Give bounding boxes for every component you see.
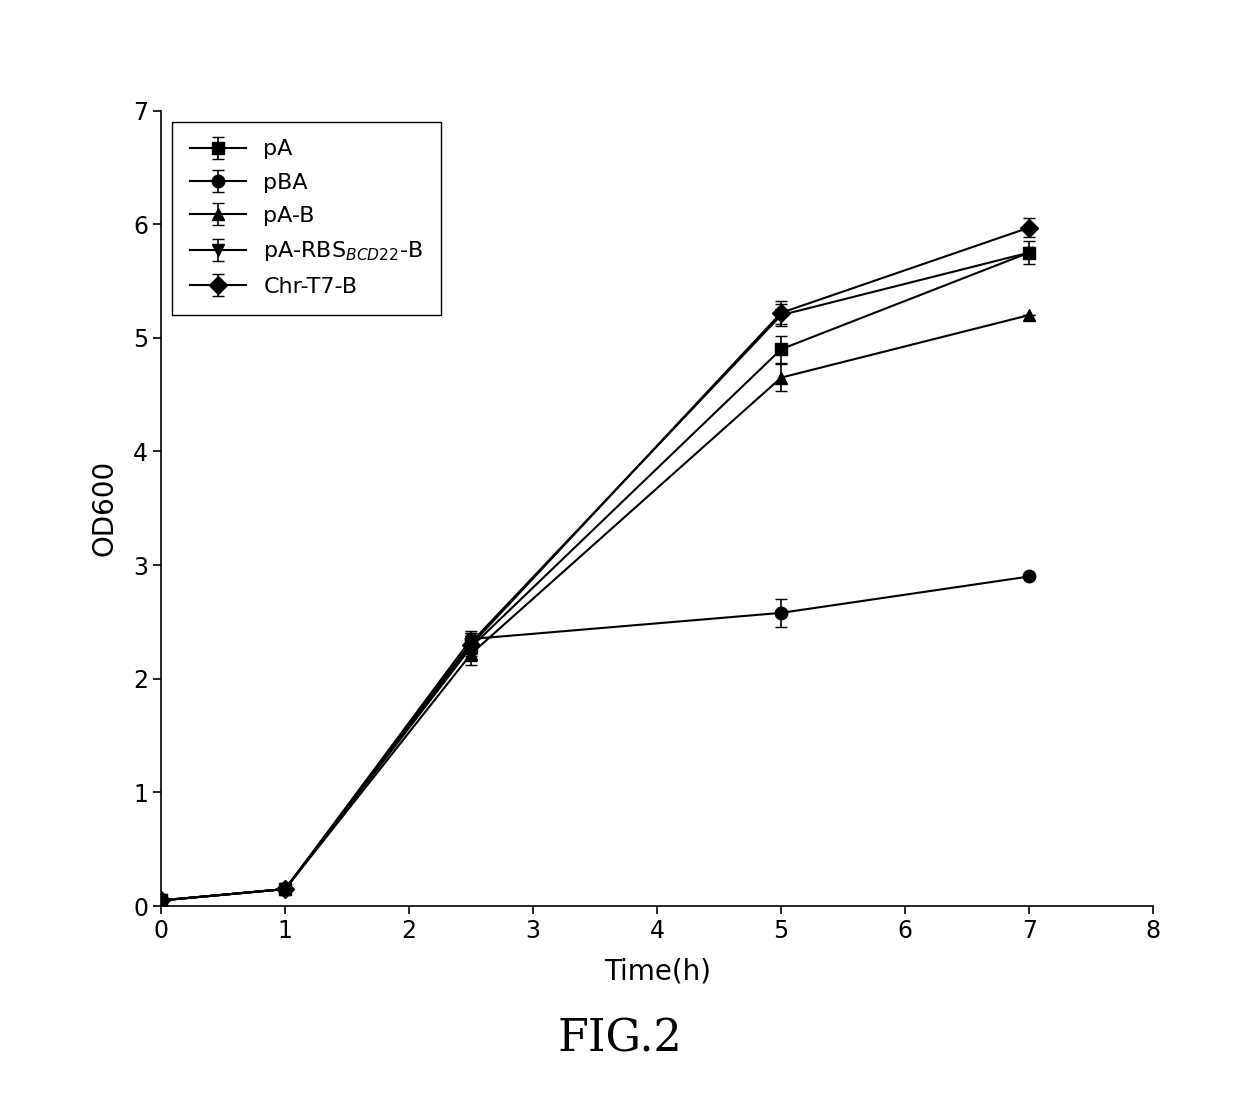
Y-axis label: OD600: OD600 [91, 460, 119, 557]
X-axis label: Time(h): Time(h) [604, 957, 711, 986]
Text: FIG.2: FIG.2 [558, 1017, 682, 1061]
Legend: pA, pBA, pA-B, pA-RBS$_{BCD22}$-B, Chr-T7-B: pA, pBA, pA-B, pA-RBS$_{BCD22}$-B, Chr-T… [172, 122, 441, 315]
